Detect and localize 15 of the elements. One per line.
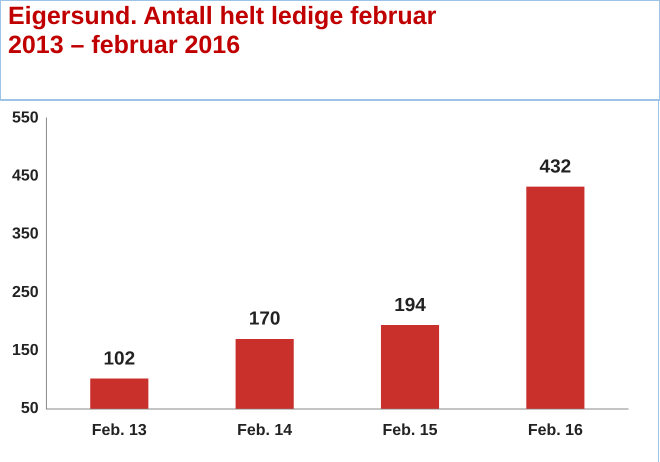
- y-tick-label: 550: [12, 109, 39, 126]
- x-tick-label: Feb. 13: [92, 422, 147, 439]
- y-tick-label: 50: [20, 400, 39, 418]
- x-tick-label: Feb. 14: [237, 422, 292, 439]
- data-label: 432: [540, 156, 572, 178]
- y-tick-label: 250: [12, 284, 39, 301]
- x-tick-label: Feb. 15: [382, 422, 438, 439]
- chart-title: Eigersund. Antall helt ledige februar 2013 – februar 2016: [8, 2, 438, 60]
- x-tick-label: Feb. 16: [528, 422, 583, 439]
- data-label: 102: [103, 348, 136, 370]
- y-tick-label: 350: [12, 226, 39, 243]
- y-tick-label: 150: [12, 342, 39, 360]
- data-label: 170: [248, 308, 280, 330]
- data-label: 194: [394, 294, 426, 316]
- y-tick-label: 450: [12, 168, 39, 185]
